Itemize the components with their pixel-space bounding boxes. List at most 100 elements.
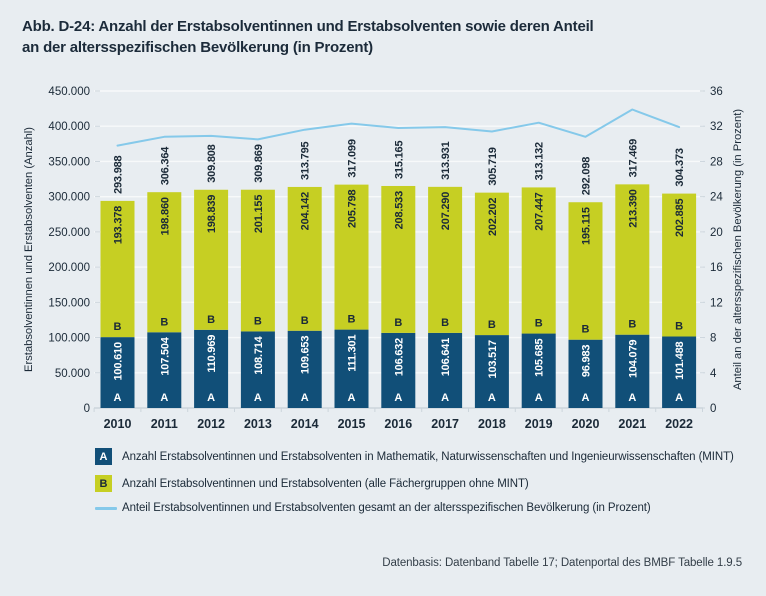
bar-letter-b-2010: B	[114, 321, 122, 333]
bar-letter-b-2013: B	[254, 315, 262, 327]
left-axis-tick-label: 0	[84, 403, 90, 415]
left-axis-tick-label: 250.000	[48, 227, 90, 239]
right-axis-tick-label: 32	[710, 121, 723, 133]
bar-value-mint-2020: 96.983	[581, 345, 593, 378]
left-axis-title: Erstabsolventinnen und Erstabsolventen (…	[23, 127, 35, 372]
percent-line	[116, 108, 681, 147]
bar-value-other-2016: 208.533	[393, 191, 405, 229]
x-axis-year-label: 2021	[618, 417, 646, 431]
right-axis-tick-label: 0	[710, 403, 716, 415]
bar-other-2019	[521, 187, 556, 334]
legend-swatch-a-icon: A	[95, 448, 112, 465]
bar-letter-b-2014: B	[301, 315, 309, 327]
bar-value-other-2021: 213.390	[627, 189, 639, 227]
bar-value-other-2010: 193.378	[113, 206, 125, 244]
right-axis-tick-label: 24	[710, 192, 723, 204]
bar-value-mint-2010: 100.610	[113, 342, 125, 380]
legend-line-swatch-icon	[95, 506, 117, 510]
bar-value-mint-2013: 108.714	[253, 335, 265, 374]
x-axis-year-label: 2015	[338, 417, 366, 431]
bar-letter-b-2015: B	[348, 314, 356, 326]
bar-letter-a-2017: A	[441, 392, 449, 404]
x-axis-year-label: 2013	[244, 417, 272, 431]
x-axis-year-label: 2014	[291, 417, 319, 431]
bar-other-2014	[287, 186, 322, 331]
bar-value-mint-2022: 101.488	[674, 341, 686, 379]
left-axis-tick-label: 300.000	[48, 192, 90, 204]
bar-other-2010	[100, 200, 135, 338]
left-axis-tick-label: 350.000	[48, 156, 90, 168]
x-axis-year-label: 2012	[197, 417, 225, 431]
bar-total-2011: 306.364	[159, 146, 171, 185]
legend-item-mint: A Anzahl Erstabsolventinnen und Erstabso…	[95, 448, 755, 465]
bar-other-2022	[662, 193, 697, 337]
bar-total-2014: 313.795	[300, 142, 312, 180]
legend-label-line: Anteil Erstabsolventinnen und Erstabsolv…	[122, 502, 651, 514]
bar-value-mint-2021: 104.079	[627, 340, 639, 378]
bar-value-mint-2014: 109.653	[300, 336, 312, 374]
bar-value-other-2012: 198.839	[206, 195, 218, 233]
bar-other-2017	[428, 186, 463, 333]
bar-total-2010: 293.988	[113, 155, 125, 193]
bar-value-other-2015: 205.798	[347, 190, 359, 228]
bar-total-2018: 305.719	[487, 147, 499, 185]
bar-other-2018	[474, 192, 509, 336]
left-axis-tick-label: 400.000	[48, 121, 90, 133]
right-axis-title: Anteil an der altersspezifischen Bevölke…	[732, 109, 744, 390]
bar-value-other-2013: 201.155	[253, 195, 265, 233]
bar-value-other-2020: 195.115	[581, 207, 593, 245]
left-axis-tick-label: 200.000	[48, 262, 90, 274]
left-axis-tick-label: 450.000	[48, 86, 90, 98]
bar-letter-a-2015: A	[348, 392, 356, 404]
bar-value-mint-2011: 107.504	[159, 336, 171, 375]
bar-mint-2016	[381, 332, 416, 408]
right-axis-tick-label: 16	[710, 262, 723, 274]
bar-letter-b-2020: B	[582, 324, 590, 336]
x-axis-year-label: 2020	[572, 417, 600, 431]
bar-total-2020: 292.098	[581, 157, 593, 195]
bar-mint-2010	[100, 337, 135, 408]
bar-total-2016: 315.165	[393, 141, 405, 179]
bar-mint-2011	[147, 332, 182, 408]
chart-area: 450.000 36 400.000 32 350.000 28 300.000 24 250.…	[0, 70, 766, 450]
bar-letter-b-2022: B	[675, 321, 683, 333]
bar-mint-2021	[615, 334, 650, 408]
x-axis-year-label: 2017	[431, 417, 459, 431]
legend-item-other: B Anzahl Erstabsolventinnen und Erstabso…	[95, 475, 755, 492]
bar-mint-2012	[194, 329, 229, 408]
right-axis-tick-label: 36	[710, 86, 723, 98]
source-note: Datenbasis: Datenband Tabelle 17; Datenp…	[382, 557, 742, 569]
legend-label-mint: Anzahl Erstabsolventinnen und Erstabsolv…	[122, 450, 734, 463]
bar-value-other-2022: 202.885	[674, 199, 686, 237]
bar-mint-2013	[240, 331, 275, 408]
bar-letter-a-2010: A	[114, 392, 122, 404]
bar-letter-b-2012: B	[207, 314, 215, 326]
bar-other-2015	[334, 184, 369, 330]
bar-value-other-2014: 204.142	[300, 192, 312, 230]
bar-mint-2017	[428, 332, 463, 408]
bar-total-2012: 309.808	[206, 144, 218, 182]
left-axis-tick-label: 50.000	[55, 368, 90, 380]
figure-title-line-2: an der altersspezifischen Bevölkerung (i…	[22, 39, 373, 56]
bar-value-other-2011: 198.860	[159, 197, 171, 235]
bar-value-mint-2015: 111.301	[347, 335, 359, 372]
right-axis-tick-label: 20	[710, 227, 723, 239]
legend-label-other: Anzahl Erstabsolventinnen und Erstabsolv…	[122, 477, 529, 490]
bar-letter-b-2018: B	[488, 319, 496, 331]
bar-other-2020	[568, 202, 603, 340]
legend-swatch-b-icon: B	[95, 475, 112, 492]
bar-mint-2022	[662, 336, 697, 408]
bar-letter-b-2011: B	[160, 316, 168, 328]
bar-letter-a-2019: A	[535, 392, 543, 404]
bar-total-2021: 317.469	[627, 139, 639, 177]
right-axis-tick-label: 8	[710, 333, 716, 345]
bar-value-other-2019: 207.447	[534, 192, 546, 230]
bar-total-2017: 313.931	[440, 141, 452, 179]
bar-letter-a-2021: A	[628, 392, 636, 404]
bar-total-2022: 304.373	[674, 148, 686, 186]
right-axis-tick-label: 4	[710, 368, 717, 380]
bar-value-mint-2017: 106.641	[440, 338, 452, 376]
bar-letter-b-2016: B	[394, 317, 402, 329]
bar-letter-a-2012: A	[207, 392, 215, 404]
